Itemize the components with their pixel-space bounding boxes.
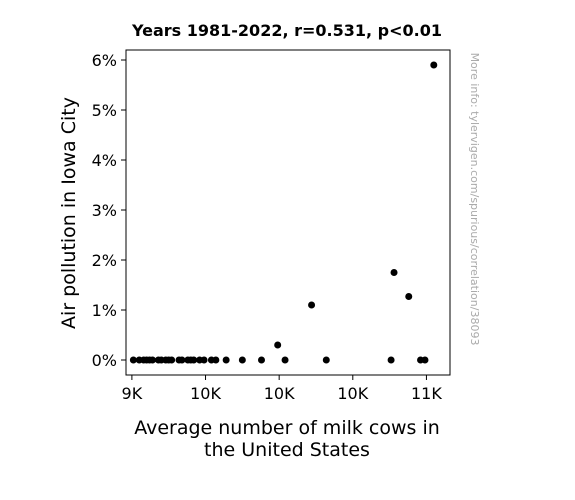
data-points [129,61,438,364]
data-point [222,356,230,364]
data-point [390,269,398,276]
chart-title: Years 1981-2022, r=0.531, p<0.01 [131,21,442,40]
y-tick-label: 1% [92,301,117,320]
data-point [308,301,316,309]
source-watermark: More info: tylervigen.com/spurious/corre… [468,53,481,346]
data-point [149,356,157,364]
x-tick-label: 10K [190,384,221,403]
y-tick-label: 2% [92,251,117,270]
y-axis-ticks: 0% 1% 2% 3% 4% 5% 6% [92,51,126,370]
data-point [387,356,395,364]
y-tick-label: 5% [92,101,117,120]
data-point [190,356,198,364]
x-tick-label: 10K [264,384,295,403]
data-point [168,356,176,364]
x-tick-label: 10K [337,384,368,403]
data-point [129,356,137,364]
y-tick-label: 0% [92,351,117,370]
y-tick-label: 3% [92,201,117,220]
data-point [421,356,429,364]
y-axis-label: Air pollution in Iowa City [58,97,80,329]
x-tick-label: 9K [122,384,143,403]
plot-frame [125,49,451,376]
data-point [238,356,246,364]
x-axis-label-line-1: Average number of milk cows in [134,417,440,439]
x-axis-ticks: 9K 10K 10K 10K 11K [122,375,442,403]
data-point [257,356,265,364]
data-point [405,293,413,300]
y-tick-label: 4% [92,151,117,170]
y-tick-label: 6% [92,51,117,70]
data-point [178,356,186,364]
x-axis-label-line-2: the United States [204,439,370,461]
data-point [274,341,282,349]
data-point [281,356,289,364]
data-point [212,356,220,364]
data-point [200,356,208,364]
data-point [430,61,438,69]
x-tick-label: 11K [411,384,442,403]
data-point [322,356,330,364]
